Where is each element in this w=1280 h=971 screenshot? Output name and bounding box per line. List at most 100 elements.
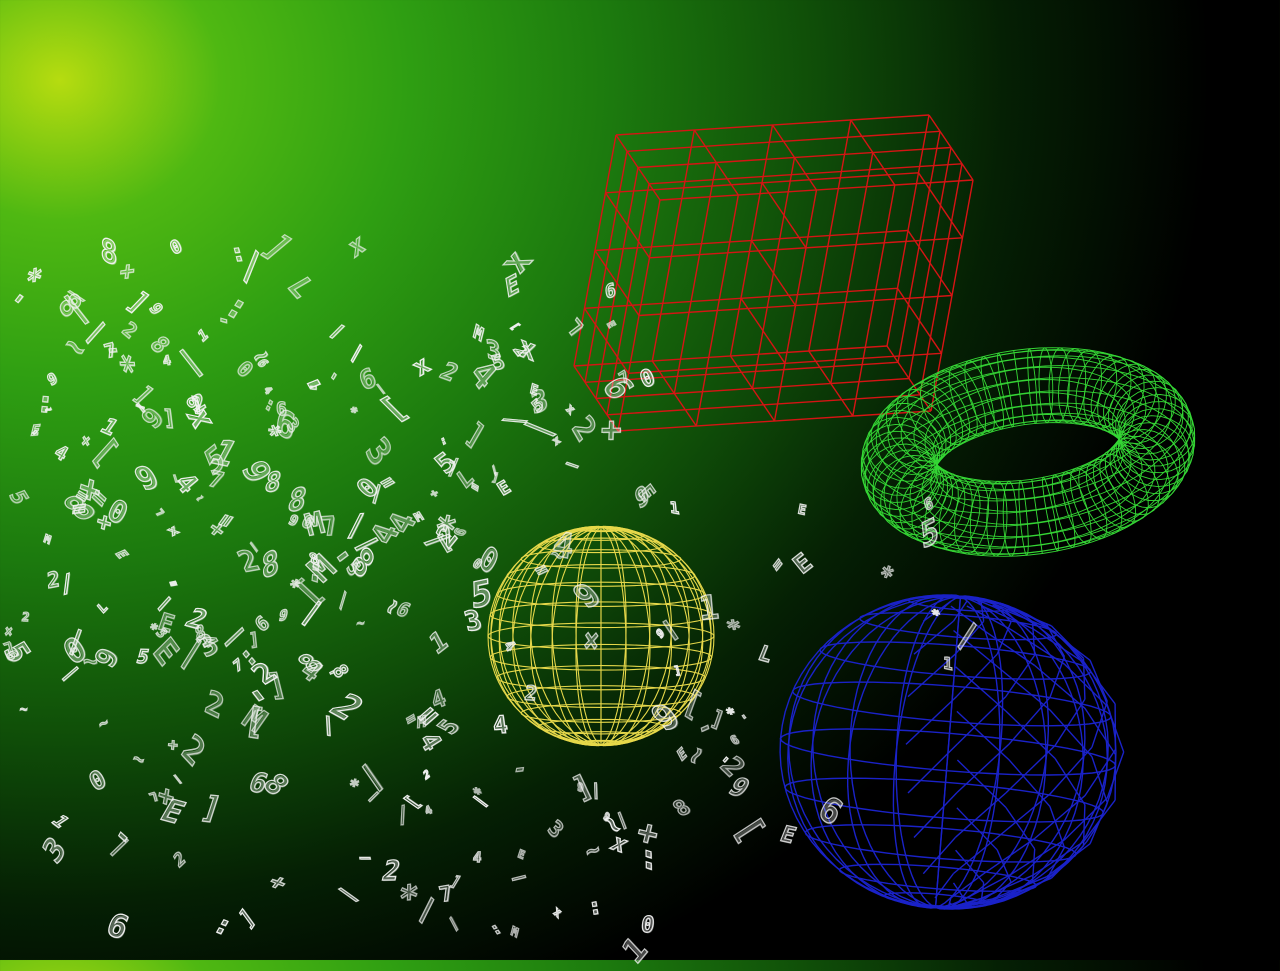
floating-glyph: ] — [162, 408, 177, 430]
floating-glyph: ~ — [57, 327, 93, 367]
floating-glyph: 4 — [51, 442, 70, 464]
floating-glyph: 4 — [472, 851, 482, 865]
floating-glyph: = — [770, 554, 786, 577]
floating-glyph: _ — [143, 575, 170, 609]
floating-glyph: M — [472, 323, 485, 346]
floating-glyph: + — [167, 737, 178, 754]
floating-glyph: * — [878, 562, 904, 588]
floating-glyph: 3 — [360, 432, 396, 473]
floating-glyph: M — [510, 924, 520, 939]
floating-glyph: E — [789, 549, 817, 578]
floating-glyph: - — [511, 758, 529, 782]
floating-glyph: / — [57, 571, 77, 597]
floating-glyph: x — [345, 229, 367, 262]
floating-glyph: ] — [569, 770, 598, 805]
floating-glyph: 5 — [919, 512, 940, 554]
floating-glyph: 8 — [100, 234, 118, 272]
floating-glyph: | — [470, 793, 490, 809]
floating-glyph: + — [78, 430, 93, 451]
floating-glyph: x — [565, 401, 577, 416]
floating-glyph: E — [797, 503, 807, 517]
floating-glyph: 6 — [604, 281, 617, 303]
floating-glyph: | — [60, 663, 82, 684]
floating-glyph: 7 — [154, 508, 165, 520]
floating-glyph: _ — [358, 842, 370, 859]
floating-glyph: ~ — [130, 749, 146, 770]
floating-glyph: 8 — [346, 540, 379, 585]
floating-glyph: + — [600, 413, 622, 447]
floating-glyph: 6 — [356, 365, 379, 396]
floating-glyph: 5 — [471, 576, 493, 616]
floating-glyph: ~ — [19, 703, 28, 716]
floating-glyph: 0 — [168, 237, 185, 259]
floating-glyph: 1 — [47, 814, 72, 831]
floating-glyph: + — [264, 874, 294, 893]
floating-glyph: E — [112, 549, 130, 560]
floating-glyph: : — [219, 288, 256, 326]
floating-glyph: * — [930, 609, 943, 622]
floating-glyph: ] — [197, 793, 224, 824]
floating-glyph: : — [34, 387, 55, 418]
floating-glyph: 4 — [423, 804, 434, 817]
floating-glyph: L — [96, 601, 110, 617]
floating-glyph: 4 — [491, 713, 509, 738]
floating-glyph: M — [43, 533, 52, 546]
floating-glyph: 2 — [523, 683, 538, 704]
floating-glyph: 1 — [426, 627, 451, 660]
floating-glyph: ] — [462, 417, 489, 453]
floating-glyph: 1 — [197, 327, 210, 346]
floating-glyph: \ — [333, 590, 352, 613]
floating-glyph: ] — [256, 230, 300, 263]
floating-glyph: + — [119, 258, 136, 285]
floating-glyph: 5 — [5, 488, 32, 506]
floating-glyph: \ — [337, 882, 361, 908]
floating-glyph: + — [1, 622, 17, 641]
floating-glyph: 2 — [172, 849, 188, 872]
floating-glyph: L — [755, 643, 775, 666]
floating-glyph: 0 — [102, 495, 131, 531]
floating-glyph: 1 — [698, 590, 721, 625]
floating-glyph: 4 — [502, 638, 517, 654]
floating-glyph: x — [165, 524, 182, 539]
floating-glyph: 9 — [146, 301, 165, 317]
floating-glyph: = — [168, 578, 178, 590]
floating-glyph: 6 — [813, 790, 847, 831]
floating-glyph: 2 — [21, 611, 30, 623]
floating-glyph: \ — [521, 413, 560, 445]
floating-glyph: * — [725, 707, 738, 722]
floating-glyph: + — [427, 489, 441, 499]
floating-glyph: - — [237, 680, 281, 711]
floating-glyph: 4 — [415, 728, 445, 755]
floating-glyph: 9 — [567, 578, 608, 612]
floating-glyph: [ — [88, 430, 123, 473]
floating-glyph: 6 — [728, 734, 741, 747]
floating-glyph: _ — [567, 446, 591, 467]
floating-glyph: 3 — [40, 832, 71, 870]
floating-glyph: ] — [237, 904, 257, 933]
floating-glyph: ~ — [98, 714, 109, 732]
floating-glyph: / — [444, 915, 463, 932]
floating-glyph: 2 — [177, 729, 210, 774]
floating-glyph: : — [586, 895, 603, 920]
floating-glyph: 8 — [670, 797, 696, 821]
floating-glyph: 2 — [436, 359, 462, 385]
floating-glyph: - — [110, 818, 136, 855]
floating-glyph: E — [504, 270, 521, 302]
floating-glyph: 6 — [103, 908, 133, 944]
floating-glyph: 2 — [202, 686, 227, 725]
floating-glyph: [ — [372, 392, 414, 426]
floating-glyph: 2 — [322, 690, 369, 726]
floating-glyph: 1 — [669, 500, 680, 517]
floating-glyph: 4 — [162, 354, 172, 368]
floating-glyph: : — [487, 920, 506, 938]
floating-glyph: \ — [946, 619, 989, 652]
floating-glyph: - — [325, 366, 343, 387]
floating-glyph: 8 — [261, 546, 279, 586]
floating-glyph: + — [576, 622, 607, 660]
floating-glyph: ~ — [355, 617, 366, 629]
floating-glyph: x — [408, 352, 434, 379]
floating-glyph: 0 — [85, 765, 110, 795]
floating-glyph: 9 — [655, 626, 666, 640]
floating-glyph: \ — [343, 343, 369, 365]
